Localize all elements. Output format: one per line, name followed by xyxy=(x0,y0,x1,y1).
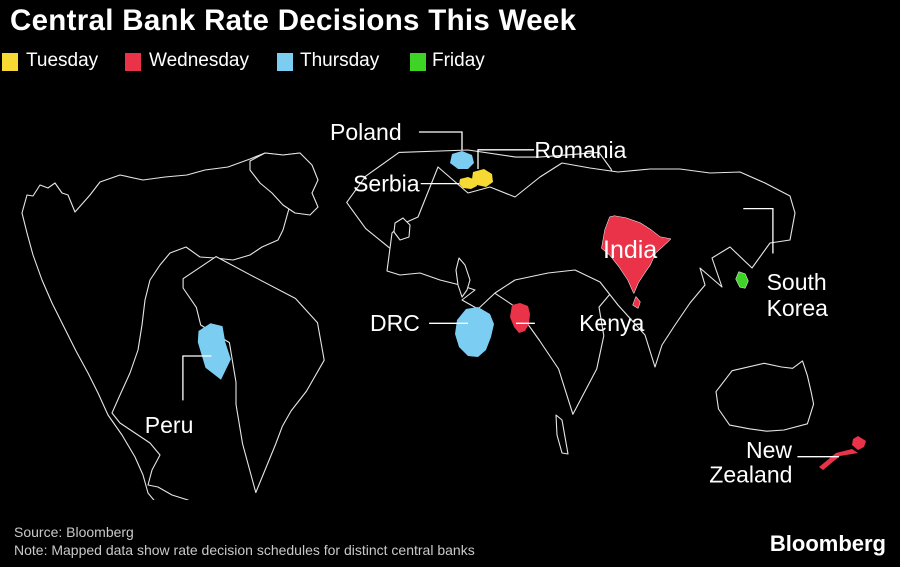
svg-text:Serbia: Serbia xyxy=(353,171,420,197)
svg-text:Poland: Poland xyxy=(330,119,402,145)
svg-text:Zealand: Zealand xyxy=(709,462,792,488)
svg-text:Romania: Romania xyxy=(534,137,626,163)
svg-text:South: South xyxy=(767,269,827,295)
svg-text:Kenya: Kenya xyxy=(579,310,644,336)
svg-text:Peru: Peru xyxy=(145,412,194,438)
svg-text:Korea: Korea xyxy=(767,295,829,321)
svg-text:India: India xyxy=(603,236,657,264)
svg-text:DRC: DRC xyxy=(370,310,420,336)
svg-text:New: New xyxy=(746,437,792,463)
